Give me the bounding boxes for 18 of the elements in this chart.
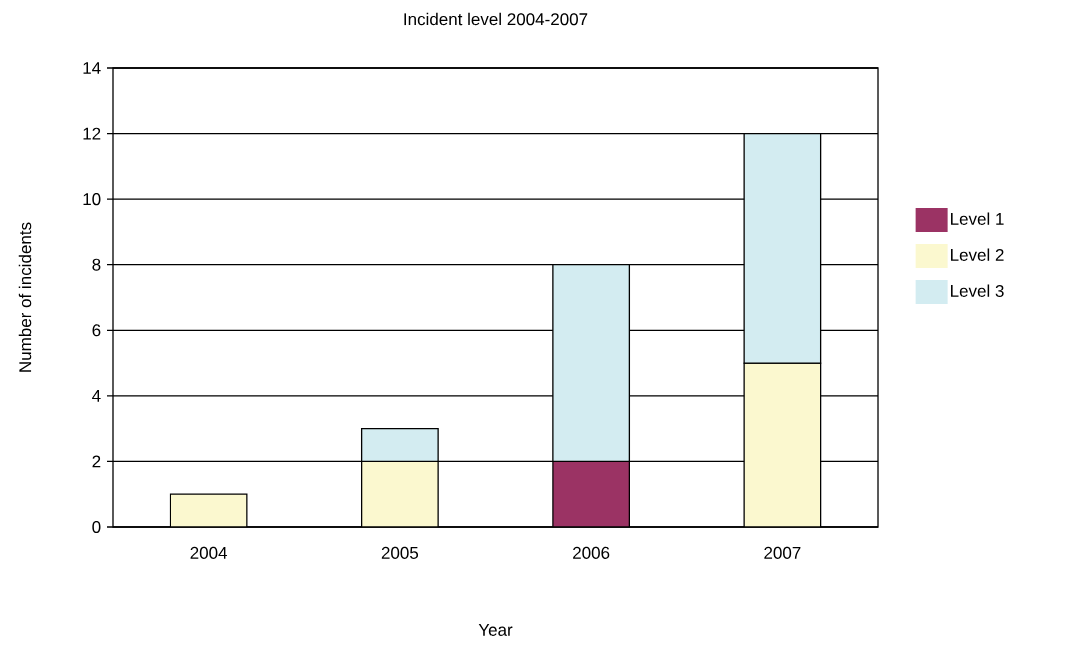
y-tick-label: 6	[92, 324, 101, 337]
y-tick-label: 4	[92, 390, 101, 402]
legend-label: Level 1	[951, 212, 1004, 225]
y-tick-label: 0	[92, 520, 101, 534]
x-tick-label: 2007	[764, 546, 801, 559]
x-tick-label: 2005	[381, 546, 419, 559]
chart-title: Incident level 2004-2007	[404, 12, 588, 26]
x-tick-label: 2006	[573, 546, 610, 559]
y-tick-label: 10	[83, 193, 101, 206]
y-tick-label: 8	[92, 258, 101, 271]
y-tick-label: 14	[83, 62, 101, 74]
x-tick-label: 2004	[190, 546, 228, 559]
x-axis-title: Year	[478, 624, 513, 636]
y-tick-label: 12	[83, 127, 101, 140]
legend-label: Level 2	[951, 248, 1004, 261]
y-tick-label: 2	[92, 455, 101, 468]
legend-label: Level 3	[951, 284, 1004, 297]
y-axis-title: Number of incidents	[18, 222, 32, 372]
